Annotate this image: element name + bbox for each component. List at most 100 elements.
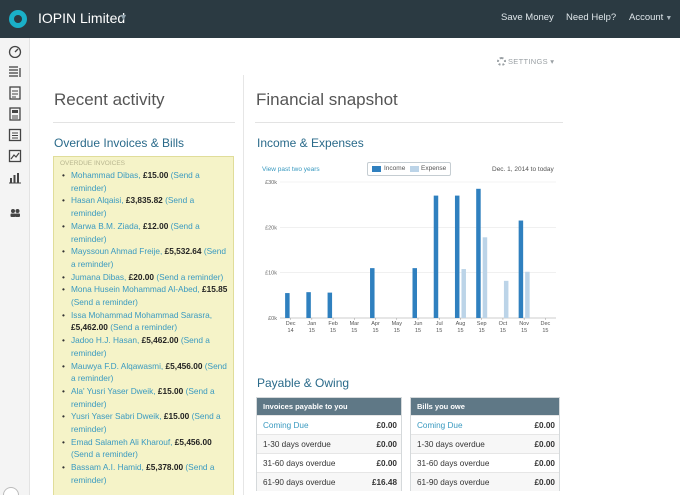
divider <box>53 122 235 123</box>
top-bar: IOPIN Limited ▼ Save Money Need Help? Ac… <box>0 0 680 38</box>
send-reminder-link[interactable]: (Send a reminder) <box>71 411 221 435</box>
customer-link[interactable]: Mauwya F.D. Alqawasmi, <box>71 360 164 371</box>
overdue-title: Overdue Invoices & Bills <box>54 136 185 150</box>
list-item: Bassam A.I. Hamid, £5,378.00 (Send a rem… <box>62 461 230 486</box>
x-tick-label-year: 15 <box>309 328 315 334</box>
x-tick-label-year: 15 <box>394 328 400 334</box>
need-help-link[interactable]: Need Help? <box>566 12 617 23</box>
chart-legend: Income Expense <box>367 162 451 176</box>
send-reminder-link[interactable]: (Send a reminder) <box>71 297 138 308</box>
overdue-amount: £5,462.00 <box>71 322 108 333</box>
legend-income-label[interactable]: Income <box>384 165 406 172</box>
send-reminder-link[interactable]: (Send a reminder) <box>71 462 215 485</box>
bar-expense <box>503 280 509 318</box>
gear-icon <box>497 57 506 66</box>
list-icon[interactable] <box>8 65 22 79</box>
account-caret-icon: ▼ <box>665 15 673 22</box>
list-item: Mayssoun Ahmad Freije, £5,532.64 (Send a… <box>62 245 230 270</box>
bar-income <box>454 195 460 318</box>
send-reminder-link[interactable]: (Send a reminder) <box>71 170 200 193</box>
send-reminder-link[interactable]: (Send a reminder) <box>71 246 226 269</box>
overdue-invoices-label: OVERDUE INVOICES <box>60 160 126 167</box>
team-icon[interactable] <box>8 206 22 220</box>
customer-link[interactable]: Jumana Dibas, <box>71 271 127 282</box>
payable-owing-title: Payable & Owing <box>257 376 350 390</box>
x-tick-label-month: Mar <box>350 321 360 327</box>
row-value: £0.00 <box>376 459 398 468</box>
bar-income <box>476 188 481 318</box>
account-menu[interactable]: Account ▼ <box>629 12 672 23</box>
customer-link[interactable]: Hasan Alqaisi, <box>71 195 124 206</box>
bar-income <box>518 220 524 318</box>
charts-icon[interactable] <box>8 170 22 184</box>
company-dropdown-icon[interactable]: ▼ <box>119 12 128 22</box>
customer-link[interactable]: Emad Salameh Ali Kharouf, <box>71 436 173 447</box>
bar-income <box>433 195 439 318</box>
app-logo-icon[interactable] <box>9 10 27 28</box>
settings-label: SETTINGS <box>508 57 548 66</box>
customer-link[interactable]: Ala' Yusri Yaser Dweik, <box>71 385 156 396</box>
x-tick-label-month: May <box>392 321 403 327</box>
financial-snapshot-title: Financial snapshot <box>256 90 398 109</box>
row-value: £0.00 <box>534 478 556 487</box>
list-item: Emad Salameh Ali Kharouf, £5,456.00 (Sen… <box>62 436 230 461</box>
x-tick-label-year: 15 <box>542 328 548 334</box>
list-item: Hasan Alqaisi, £3,835.82 (Send a reminde… <box>62 194 230 219</box>
overdue-amount: £15.00 <box>163 411 190 422</box>
customer-link[interactable]: Yusri Yaser Sabri Dweik, <box>71 411 162 422</box>
reports-icon[interactable] <box>8 149 22 163</box>
customer-link[interactable]: Bassam A.I. Hamid, <box>71 462 144 473</box>
overdue-amount: £3,835.82 <box>125 195 163 206</box>
list-item: Issa Mohammad Mohammad Sarasra, £5,462.0… <box>62 309 230 334</box>
x-tick-label-month: Feb <box>328 321 337 327</box>
bills-owe-table: Bills you owe Coming Due £0.00 1-30 days … <box>410 397 560 491</box>
send-reminder-link[interactable]: (Send a reminder) <box>71 335 210 358</box>
table-row[interactable]: Coming Due £0.00 <box>411 415 559 434</box>
y-tick-label: £30k <box>265 180 277 186</box>
send-reminder-link[interactable]: (Send a reminder) <box>71 385 215 409</box>
x-tick-label-year: 14 <box>288 328 294 334</box>
send-reminder-link[interactable]: (Send a reminder) <box>71 449 138 460</box>
x-tick-label-month: Sep <box>477 321 487 327</box>
x-tick-label-year: 15 <box>372 328 378 334</box>
row-value: £16.48 <box>371 478 397 487</box>
overdue-amount: £5,532.64 <box>164 246 202 257</box>
overdue-amount: £20.00 <box>128 271 155 282</box>
bar-expense <box>482 237 488 318</box>
send-reminder-link[interactable]: (Send a reminder) <box>156 271 224 282</box>
x-tick-label-year: 15 <box>500 328 506 334</box>
row-value: £0.00 <box>376 421 398 430</box>
view-past-two-years-link[interactable]: View past two years <box>262 166 320 173</box>
save-money-link[interactable]: Save Money <box>501 12 554 23</box>
send-reminder-link[interactable]: (Send a reminder) <box>71 195 195 219</box>
legend-expense-label[interactable]: Expense <box>421 165 447 172</box>
list-item: Jumana Dibas, £20.00 (Send a reminder) <box>62 271 230 284</box>
company-name[interactable]: IOPIN Limited <box>38 10 126 26</box>
x-tick-label-year: 15 <box>521 328 527 334</box>
customer-link[interactable]: Mona Husein Mohammad Al-Abed, <box>71 284 200 295</box>
bills-icon[interactable] <box>8 107 22 121</box>
dashboard-icon[interactable] <box>8 44 22 58</box>
send-reminder-link[interactable]: (Send a reminder) <box>71 360 227 384</box>
x-tick-label-month: Nov <box>519 321 529 327</box>
customer-link[interactable]: Mayssoun Ahmad Freije, <box>71 246 163 257</box>
customer-link[interactable]: Marwa B.M. Ziada, <box>71 220 141 231</box>
send-reminder-link[interactable]: (Send a reminder) <box>71 220 200 244</box>
x-tick-label-year: 15 <box>330 328 336 334</box>
expenses-icon[interactable] <box>8 128 22 142</box>
x-tick-label-month: Oct <box>499 321 508 327</box>
bar-income <box>306 292 311 318</box>
customer-link[interactable]: Issa Mohammad Mohammad Sarasra, <box>71 309 213 320</box>
row-value: £0.00 <box>534 421 556 430</box>
customer-link[interactable]: Mohammad Dibas, <box>71 170 141 180</box>
send-reminder-link[interactable]: (Send a reminder) <box>110 322 178 333</box>
x-tick-label-year: 15 <box>436 328 442 334</box>
y-tick-label: £20k <box>265 225 277 231</box>
invoices-icon[interactable] <box>8 86 22 100</box>
bar-income <box>327 292 333 318</box>
overdue-list: Mohammad Dibas, £15.00 (Send a reminder)… <box>62 169 230 487</box>
table-row[interactable]: Coming Due £0.00 <box>257 415 401 434</box>
table-row: 61-90 days overdue £0.00 <box>411 472 559 491</box>
customer-link[interactable]: Jadoo H.J. Hasan, <box>71 335 140 346</box>
settings-menu[interactable]: SETTINGS ▾ <box>497 57 554 66</box>
